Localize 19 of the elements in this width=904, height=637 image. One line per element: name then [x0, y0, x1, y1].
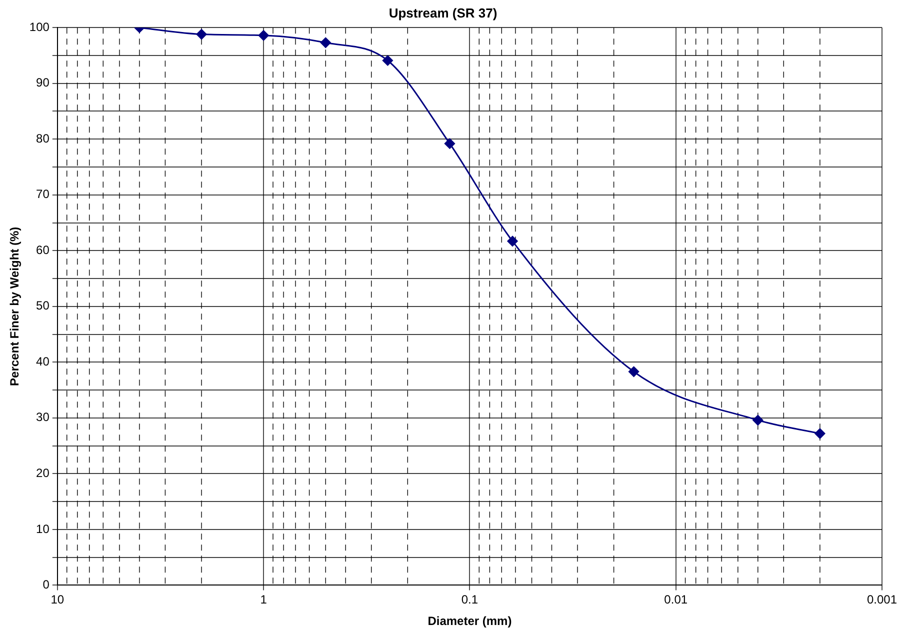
y-axis-title: Percent Finer by Weight (%) [8, 226, 22, 386]
y-tick-label: 30 [36, 410, 50, 424]
y-tick-label: 20 [36, 466, 50, 480]
chart-title: Upstream (SR 37) [388, 5, 498, 20]
x-axis-title: Diameter (mm) [428, 614, 512, 628]
y-tick-label: 80 [36, 131, 50, 146]
y-tick-label: 10 [36, 522, 50, 536]
y-tick-label: 70 [36, 187, 50, 202]
x-tick-label: 0.001 [866, 592, 898, 607]
y-tick-label: 60 [36, 242, 50, 257]
y-tick-label: 100 [29, 20, 50, 34]
y-tick-label: 50 [36, 298, 50, 313]
y-tick-label: 40 [36, 354, 50, 368]
x-tick-label: 1 [260, 592, 268, 607]
y-tick-label: 90 [36, 76, 50, 90]
x-tick-label: 0.1 [461, 592, 478, 607]
x-tick-label: 0.01 [664, 592, 688, 607]
y-tick-label: 0 [42, 578, 50, 592]
x-tick-label: 10 [50, 592, 64, 607]
